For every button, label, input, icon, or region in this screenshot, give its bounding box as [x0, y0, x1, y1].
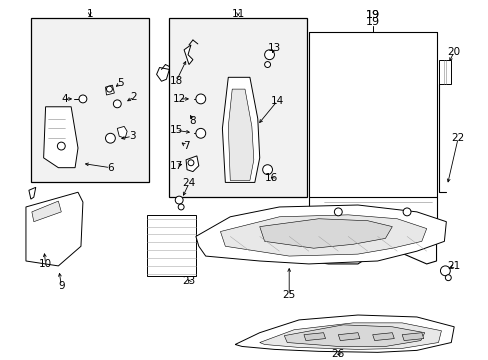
Polygon shape: [105, 85, 114, 95]
Circle shape: [105, 133, 115, 143]
Text: 18: 18: [169, 76, 183, 86]
Bar: [31, 18, 148, 183]
Polygon shape: [185, 156, 199, 172]
Text: 7: 7: [183, 141, 189, 151]
Polygon shape: [304, 333, 325, 341]
Circle shape: [264, 62, 270, 67]
Polygon shape: [259, 219, 391, 248]
Text: 23: 23: [182, 276, 195, 285]
Polygon shape: [228, 89, 253, 180]
Polygon shape: [372, 333, 393, 341]
Text: 5: 5: [117, 78, 123, 88]
Text: 16: 16: [264, 172, 278, 183]
Circle shape: [196, 94, 205, 104]
Polygon shape: [259, 323, 441, 350]
Circle shape: [440, 266, 449, 276]
Circle shape: [264, 50, 274, 60]
Text: 11: 11: [231, 9, 244, 19]
Text: 3: 3: [128, 131, 135, 141]
Text: 19: 19: [365, 10, 379, 21]
Text: 25: 25: [282, 291, 295, 300]
Text: 12: 12: [172, 94, 185, 104]
Circle shape: [178, 204, 183, 210]
Circle shape: [262, 165, 272, 175]
Text: 14: 14: [270, 96, 284, 106]
Circle shape: [402, 208, 410, 216]
Polygon shape: [284, 325, 424, 346]
Text: 20: 20: [447, 47, 460, 57]
Circle shape: [187, 160, 194, 166]
Circle shape: [196, 129, 205, 138]
Text: 6: 6: [107, 163, 114, 173]
Polygon shape: [146, 215, 196, 276]
Text: 2: 2: [130, 92, 137, 102]
Polygon shape: [32, 201, 61, 222]
Polygon shape: [43, 107, 78, 168]
Text: 26: 26: [331, 349, 344, 359]
Polygon shape: [222, 77, 259, 183]
Text: 17: 17: [169, 161, 183, 171]
Circle shape: [445, 275, 450, 281]
Polygon shape: [220, 215, 426, 256]
Polygon shape: [117, 126, 127, 138]
Polygon shape: [439, 60, 450, 84]
Text: 19: 19: [365, 10, 379, 21]
Bar: [169, 18, 306, 197]
Text: 4: 4: [61, 94, 67, 104]
Circle shape: [57, 142, 65, 150]
Text: 15: 15: [169, 125, 183, 135]
Circle shape: [113, 100, 121, 108]
Text: 13: 13: [267, 43, 281, 53]
Polygon shape: [235, 315, 453, 352]
Text: 24: 24: [182, 179, 195, 188]
Polygon shape: [183, 45, 193, 64]
Text: 10: 10: [39, 259, 52, 269]
Text: 19: 19: [365, 17, 379, 27]
Polygon shape: [169, 89, 185, 114]
Text: 9: 9: [58, 280, 64, 291]
Polygon shape: [401, 333, 423, 341]
Polygon shape: [29, 187, 36, 199]
Circle shape: [79, 95, 87, 103]
Text: 21: 21: [447, 261, 460, 271]
Polygon shape: [308, 229, 436, 264]
Polygon shape: [308, 197, 436, 226]
Polygon shape: [338, 333, 359, 341]
Polygon shape: [26, 192, 83, 266]
Polygon shape: [156, 67, 169, 81]
Polygon shape: [196, 205, 446, 264]
Text: 22: 22: [450, 133, 464, 143]
Text: 1: 1: [86, 9, 93, 19]
Circle shape: [334, 208, 342, 216]
Circle shape: [175, 196, 183, 204]
Circle shape: [106, 86, 112, 92]
Text: 8: 8: [189, 116, 196, 126]
